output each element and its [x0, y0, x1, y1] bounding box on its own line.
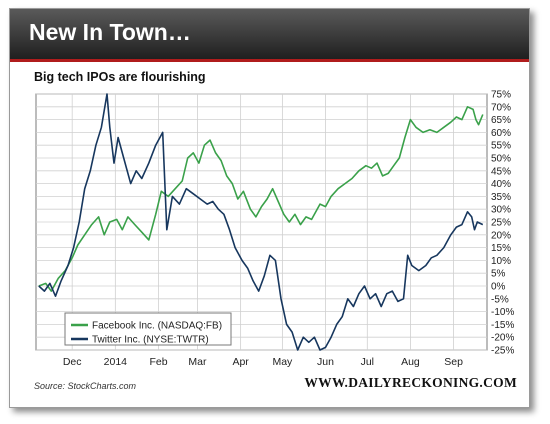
y-tick-label: -25% [491, 346, 514, 357]
series-line [38, 93, 484, 351]
x-tick-label: 2014 [104, 356, 128, 368]
x-tick-label: Apr [232, 356, 249, 368]
y-tick-label: -20% [491, 333, 514, 344]
y-tick-label: 20% [491, 230, 511, 241]
header-title: New In Town… [29, 19, 191, 45]
y-tick-label: 10% [491, 256, 511, 267]
y-tick-label: 75% [491, 90, 511, 101]
legend-box [64, 312, 232, 346]
y-tick-label: 40% [491, 179, 511, 190]
y-tick-label: 65% [491, 115, 511, 126]
x-tick-label: Feb [149, 356, 167, 368]
y-tick-label: -10% [491, 307, 514, 318]
chart-title: Big tech IPOs are flourishing [34, 70, 206, 84]
y-tick-label: 0% [491, 282, 506, 293]
source-credit: Source: StockCharts.com [34, 381, 137, 391]
y-tick-label: 35% [491, 192, 511, 203]
y-tick-label: 50% [491, 154, 511, 165]
y-tick-label: 5% [491, 269, 506, 280]
site-url: WWW.DAILYRECKONING.COM [304, 375, 517, 390]
y-tick-label: -15% [491, 320, 514, 331]
x-tick-label: Sep [444, 356, 463, 368]
header-banner: New In Town… [10, 9, 529, 62]
y-tick-label: 15% [491, 243, 511, 254]
x-tick-label: Jul [361, 356, 374, 368]
y-tick-label: 30% [491, 205, 511, 216]
x-tick-label: May [272, 356, 293, 368]
y-tick-label: -5% [491, 294, 509, 305]
x-tick-label: Mar [188, 356, 207, 368]
y-tick-label: 45% [491, 166, 511, 177]
legend-label: Facebook Inc. (NASDAQ:FB) [92, 321, 222, 332]
x-tick-label: Jun [317, 356, 334, 368]
series-line [38, 106, 484, 292]
y-tick-label: 25% [491, 218, 511, 229]
y-tick-label: 70% [491, 102, 511, 113]
x-tick-label: Aug [401, 356, 420, 368]
x-tick-label: Dec [63, 356, 82, 368]
y-tick-label: 55% [491, 141, 511, 152]
legend-label: Twitter Inc. (NYSE:TWTR) [92, 335, 209, 346]
y-tick-label: 60% [491, 128, 511, 139]
